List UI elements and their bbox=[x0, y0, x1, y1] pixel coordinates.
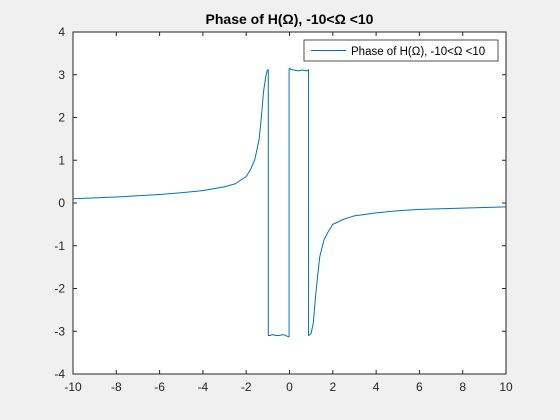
x-tick-label: 8 bbox=[459, 380, 466, 394]
y-tick-label: 3 bbox=[58, 68, 65, 82]
x-tick-label: -10 bbox=[64, 380, 82, 394]
y-tick-label: -1 bbox=[54, 239, 65, 253]
chart-title: Phase of H(Ω), -10<Ω <10 bbox=[206, 11, 374, 27]
x-tick-label: 4 bbox=[373, 380, 380, 394]
x-tick-label: -2 bbox=[241, 380, 252, 394]
legend-box bbox=[303, 39, 499, 62]
y-tick-label: 2 bbox=[58, 111, 65, 125]
plot-area bbox=[72, 67, 507, 338]
legend-entry: Phase of H(Ω), -10<Ω <10 bbox=[351, 46, 485, 58]
axes-frame bbox=[72, 31, 507, 375]
x-tick-label: 0 bbox=[286, 380, 293, 394]
x-tick-label: -6 bbox=[154, 380, 165, 394]
y-tick-label: 0 bbox=[58, 196, 65, 210]
x-tick-label: -8 bbox=[111, 380, 122, 394]
x-tick-label: 2 bbox=[329, 380, 336, 394]
y-tick-label: -4 bbox=[54, 367, 65, 381]
y-tick-label: -2 bbox=[54, 282, 65, 296]
legend: Phase of H(Ω), -10<Ω <10 bbox=[303, 39, 499, 62]
x-tick-label: 6 bbox=[416, 380, 423, 394]
series-line bbox=[72, 67, 507, 338]
x-tick-label: -4 bbox=[198, 380, 209, 394]
y-tick-label: 1 bbox=[58, 153, 65, 167]
y-tick-label: -3 bbox=[54, 324, 65, 338]
x-tick-label: 10 bbox=[499, 380, 513, 394]
y-tick-label: 4 bbox=[58, 25, 65, 39]
